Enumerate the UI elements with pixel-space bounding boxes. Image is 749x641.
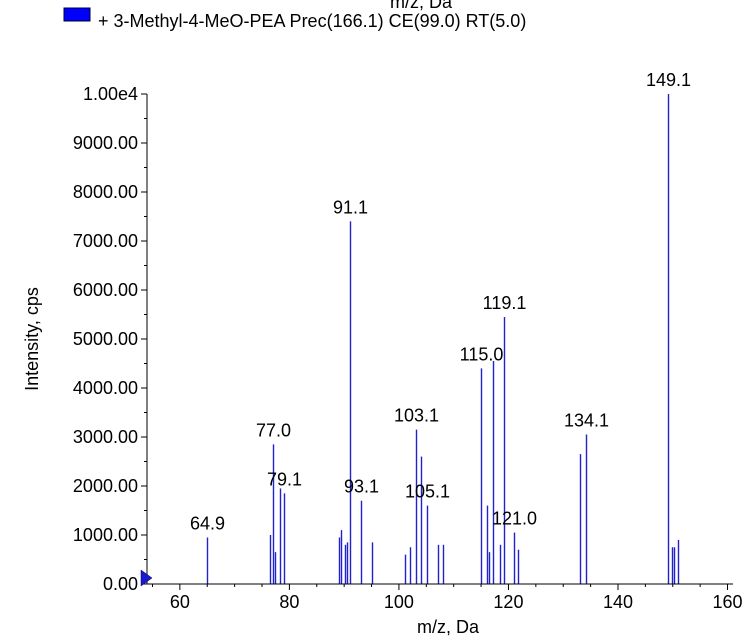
legend-swatch xyxy=(63,7,91,22)
y-tick-label: 1000.00 xyxy=(73,525,138,545)
x-tick-label: 60 xyxy=(170,592,190,612)
peak-label: 79.1 xyxy=(267,469,302,489)
peak-label: 77.0 xyxy=(256,420,291,440)
legend-label: + 3-Methyl-4-MeO-PEA Prec(166.1) CE(99.0… xyxy=(98,11,526,31)
peak-label: 64.9 xyxy=(190,513,225,533)
y-tick-label: 0.00 xyxy=(103,574,138,594)
axis-origin-marker xyxy=(140,569,153,587)
y-tick-label: 2000.00 xyxy=(73,476,138,496)
x-tick-label: 80 xyxy=(279,592,299,612)
x-tick-label: 100 xyxy=(384,592,414,612)
y-tick-label: 6000.00 xyxy=(73,280,138,300)
y-tick-label: 5000.00 xyxy=(73,329,138,349)
y-axis-label: Intensity, cps xyxy=(22,287,42,391)
y-tick-label: 3000.00 xyxy=(73,427,138,447)
x-axis-label: m/z, Da xyxy=(417,617,480,637)
peak-label: 119.1 xyxy=(483,293,527,313)
y-tick-label: 8000.00 xyxy=(73,182,138,202)
y-tick-label: 1.00e4 xyxy=(83,84,138,104)
peak-label: 115.0 xyxy=(460,344,504,364)
peak-label: 103.1 xyxy=(394,406,439,426)
peak-label: 105.1 xyxy=(405,482,450,502)
peak-label: 91.1 xyxy=(333,197,368,217)
x-tick-label: 120 xyxy=(493,592,523,612)
peak-label: 93.1 xyxy=(344,477,379,497)
plot-area: 0.00 1000.00 2000.00 3000.00 4000.00 5000.00 6… xyxy=(73,70,743,612)
x-tick-label: 160 xyxy=(712,592,742,612)
peak-label: 149.1 xyxy=(646,70,691,90)
peak-label: 134.1 xyxy=(564,411,609,431)
peak-label: 121.0 xyxy=(492,509,537,529)
top-cut-label: m/z, Da xyxy=(390,0,453,12)
x-tick-label: 140 xyxy=(603,592,633,612)
y-tick-label: 7000.00 xyxy=(73,231,138,251)
y-tick-label: 4000.00 xyxy=(73,378,138,398)
y-tick-label: 9000.00 xyxy=(73,133,138,153)
